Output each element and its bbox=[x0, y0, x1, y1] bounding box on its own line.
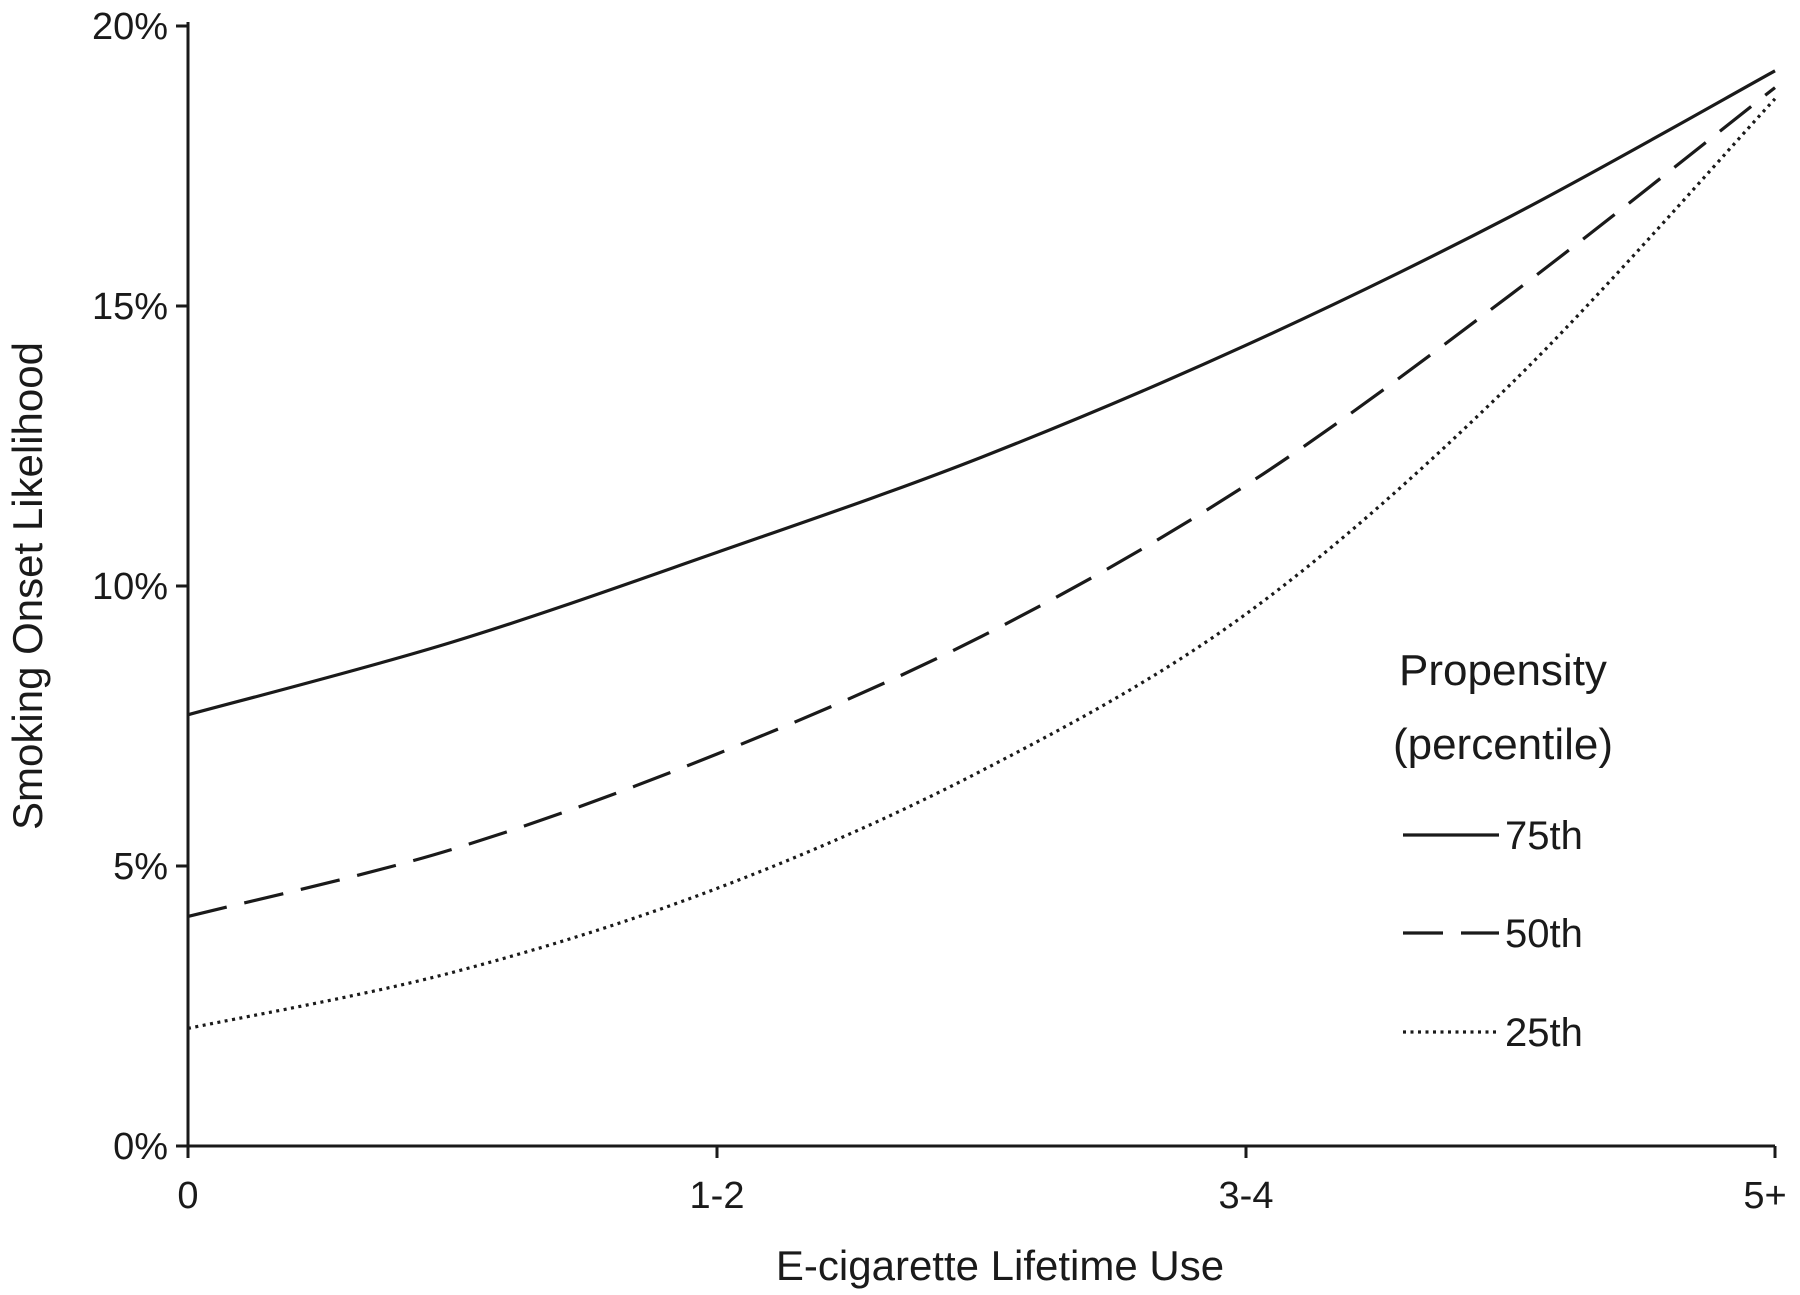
x-axis-ticks: 0 1-2 3-4 5+ bbox=[177, 1146, 1787, 1217]
legend: Propensity (percentile) 75th 50th 25th bbox=[1393, 646, 1613, 1055]
series-line-75th bbox=[187, 69, 1776, 717]
legend-label-50th: 50th bbox=[1505, 912, 1583, 956]
x-axis-label: E-cigarette Lifetime Use bbox=[776, 1242, 1224, 1289]
x-tick-label: 3-4 bbox=[1219, 1175, 1274, 1217]
y-tick-label: 10% bbox=[92, 566, 168, 608]
x-tick-label: 5+ bbox=[1743, 1175, 1786, 1217]
y-tick-label: 5% bbox=[113, 846, 168, 888]
legend-label-75th: 75th bbox=[1505, 814, 1583, 858]
legend-title-line-1: Propensity bbox=[1399, 646, 1607, 695]
legend-label-25th: 25th bbox=[1505, 1011, 1583, 1055]
x-tick-label: 1-2 bbox=[690, 1175, 745, 1217]
legend-items: 75th 50th 25th bbox=[1403, 814, 1583, 1055]
series-line-50th bbox=[187, 86, 1776, 918]
y-axis-ticks: 0% 5% 10% 15% 20% bbox=[92, 6, 188, 1168]
series-line-25th bbox=[187, 97, 1777, 1030]
y-tick-label: 20% bbox=[92, 6, 168, 48]
x-tick-label: 0 bbox=[177, 1175, 198, 1217]
y-tick-label: 0% bbox=[113, 1126, 168, 1168]
axes bbox=[186, 22, 1775, 1148]
y-axis-label: Smoking Onset Likelihood bbox=[4, 342, 51, 830]
legend-title-line-2: (percentile) bbox=[1393, 720, 1613, 769]
series-lines bbox=[187, 69, 1777, 1030]
y-tick-label: 15% bbox=[92, 286, 168, 328]
